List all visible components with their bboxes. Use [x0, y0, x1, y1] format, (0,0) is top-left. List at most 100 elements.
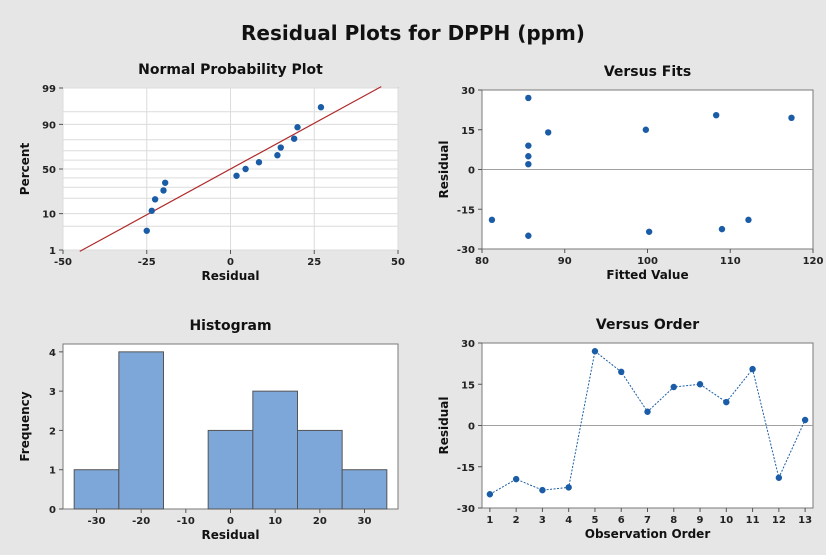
x-tick-label: 13 [798, 515, 812, 526]
data-point [545, 129, 552, 136]
data-point [644, 408, 651, 415]
data-point [788, 114, 795, 122]
y-tick-label: 0 [468, 166, 475, 177]
y-axis-label: Frequency [18, 391, 32, 461]
data-point [255, 159, 263, 166]
y-tick-label: 99 [42, 84, 56, 95]
data-point [670, 383, 677, 391]
data-point [151, 196, 159, 203]
x-tick-label: 5 [591, 515, 598, 526]
y-tick-label: 2 [49, 426, 56, 437]
data-point [539, 486, 546, 494]
data-point [642, 126, 650, 133]
x-tick-label: 30 [358, 516, 372, 527]
x-tick-label: -10 [177, 516, 195, 527]
y-tick-label: 3 [49, 387, 56, 398]
x-tick-label: 6 [618, 515, 625, 526]
data-point [294, 124, 301, 131]
y-axis-label: Percent [18, 143, 32, 196]
y-tick-label: -15 [457, 463, 475, 474]
x-tick-label: 8 [670, 515, 677, 526]
y-tick-label: 50 [42, 165, 56, 176]
y-axis-label: Residual [437, 397, 451, 455]
x-tick-label: -20 [132, 516, 150, 527]
x-tick-label: 120 [803, 256, 824, 267]
data-point [618, 368, 625, 376]
y-tick-label: 0 [468, 422, 475, 433]
x-tick-label: 10 [719, 515, 733, 526]
histogram-bar [207, 429, 254, 510]
x-tick-label: 100 [637, 256, 658, 267]
panel-title: Versus Order [596, 317, 699, 333]
data-point [525, 153, 532, 160]
x-tick-label: 80 [475, 256, 489, 267]
data-point [512, 475, 520, 483]
data-point [488, 216, 496, 224]
x-tick-label: 11 [746, 515, 760, 526]
data-point [591, 348, 599, 355]
x-tick-label: 7 [644, 515, 651, 526]
histogram-bar [252, 390, 298, 510]
data-point [290, 135, 298, 142]
data-point [745, 216, 752, 224]
histogram-bar [118, 351, 165, 510]
data-point [749, 365, 756, 373]
histogram-bar [297, 429, 343, 510]
panel-title: Normal Probability Plot [138, 62, 323, 78]
y-tick-label: -30 [457, 245, 475, 256]
x-tick-label: 0 [227, 257, 234, 268]
y-tick-label: 15 [461, 380, 475, 391]
figure-title: Residual Plots for DPPH (ppm) [241, 21, 585, 45]
x-tick-label: 2 [513, 515, 520, 526]
x-tick-label: 25 [307, 257, 321, 268]
data-point [645, 228, 653, 235]
y-tick-label: 30 [461, 339, 475, 350]
data-point [801, 416, 809, 424]
x-tick-label: 1 [486, 515, 493, 526]
y-tick-label: 30 [461, 86, 475, 97]
x-tick-label: -25 [138, 257, 156, 268]
data-point [143, 227, 150, 234]
data-point [274, 152, 281, 159]
x-tick-label: 90 [558, 256, 572, 267]
y-tick-label: 10 [42, 210, 56, 221]
data-point [525, 232, 532, 239]
data-point [712, 111, 720, 119]
x-tick-label: 9 [697, 515, 704, 526]
data-point [718, 225, 726, 233]
y-tick-label: 15 [461, 126, 475, 137]
x-tick-label: -50 [54, 257, 72, 268]
y-tick-label: 90 [42, 120, 56, 131]
histogram-bar [341, 469, 388, 510]
x-tick-label: -30 [87, 516, 105, 527]
x-tick-label: 12 [772, 515, 786, 526]
y-tick-label: 0 [49, 505, 56, 516]
histogram-bar [73, 469, 120, 510]
x-tick-label: 50 [391, 257, 405, 268]
x-tick-label: 4 [565, 515, 572, 526]
fit-line [79, 86, 382, 252]
data-point [565, 484, 572, 491]
data-point [317, 104, 325, 111]
data-point [242, 165, 249, 173]
data-point [525, 142, 532, 149]
x-axis-label: Residual [202, 269, 260, 283]
data-point [148, 207, 155, 214]
data-point [525, 161, 532, 168]
x-tick-label: 0 [227, 516, 234, 527]
x-axis-label: Fitted Value [606, 268, 688, 282]
y-tick-label: -30 [457, 504, 475, 515]
data-point [696, 381, 704, 388]
x-axis-label: Residual [202, 528, 260, 542]
data-point [161, 179, 169, 186]
panel-title: Histogram [189, 318, 271, 334]
x-axis-label: Observation Order [585, 527, 711, 541]
data-point [233, 172, 240, 179]
data-point [723, 398, 730, 406]
data-point [775, 474, 783, 481]
data-point [525, 94, 532, 102]
x-tick-label: 3 [539, 515, 546, 526]
x-tick-label: 110 [720, 256, 741, 267]
y-tick-label: -15 [457, 205, 475, 216]
